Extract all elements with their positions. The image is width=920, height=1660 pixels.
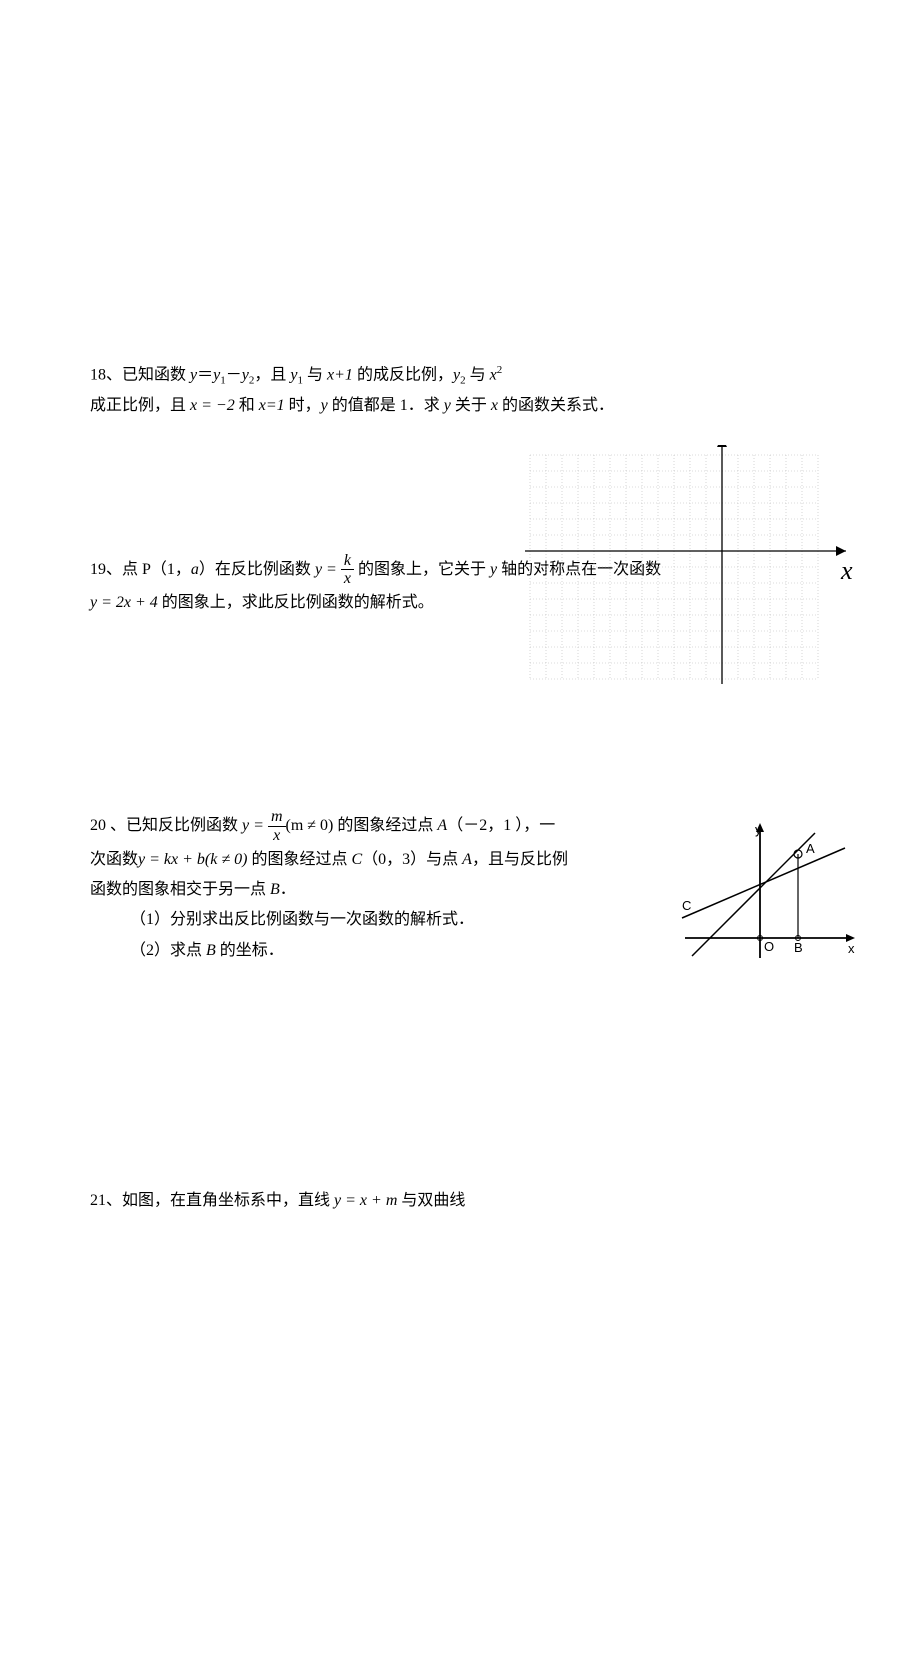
- linear-eq: y = 2x + 4: [90, 594, 158, 611]
- minus: －: [226, 366, 242, 383]
- eq: ＝: [197, 366, 213, 383]
- text: 的图象上，求此反比例函数的解析式。: [158, 594, 434, 611]
- var-y: y: [321, 397, 328, 414]
- var-y2b: y: [453, 366, 460, 383]
- text: 与: [303, 366, 327, 383]
- sub-question-2: （2）求点 B 的坐标．: [90, 936, 630, 966]
- frac-den: x: [268, 827, 286, 845]
- svg-text:B: B: [794, 940, 803, 955]
- p20-svg: y x O A B C: [680, 818, 860, 963]
- text: ，且与反比例: [472, 851, 568, 868]
- text: 的图象上，它关于: [354, 561, 490, 578]
- coord-C: （0，3）与点: [362, 851, 462, 868]
- pt-B: B: [270, 881, 280, 898]
- text: 已知函数: [122, 366, 190, 383]
- var-a: a: [191, 561, 199, 578]
- pt-A2: A: [462, 851, 472, 868]
- pt-C: C: [351, 851, 362, 868]
- text: 的函数关系式．: [498, 397, 614, 414]
- coordinate-grid-figure: x: [520, 445, 860, 720]
- pt-A: A: [437, 817, 447, 834]
- y-eq: y =: [315, 561, 341, 578]
- text: 的值都是 1．求: [328, 397, 444, 414]
- pt-B2: B: [206, 942, 216, 959]
- var-y: y: [490, 561, 497, 578]
- text: 的成反比例，: [353, 366, 453, 383]
- problem-18: 18、已知函数 y＝y1－y2，且 y1 与 x+1 的成反比例，y2 与 x2…: [90, 360, 830, 422]
- text: 的图象经过点: [333, 817, 437, 834]
- x-neg2: x = −2: [190, 397, 235, 414]
- frac-den: x: [341, 570, 354, 588]
- var-y1b: y: [290, 366, 297, 383]
- line-eq: y = x + m: [334, 1192, 397, 1209]
- text: 已知反比例函数: [126, 817, 242, 834]
- linear-eq: y = kx + b(k ≠ 0): [138, 851, 247, 868]
- problem-number: 19、: [90, 561, 122, 578]
- text: 的图象经过点: [247, 851, 351, 868]
- text: 一: [539, 817, 555, 834]
- text: 点 P（1，: [122, 561, 191, 578]
- fraction-k-over-x: kx: [341, 552, 354, 588]
- problem-number: 20 、: [90, 817, 126, 834]
- text: ）在反比例函数: [199, 561, 315, 578]
- problem-number: 18、: [90, 366, 122, 383]
- problem-20: 20 、已知反比例函数 y = mx(m ≠ 0) 的图象经过点 A（－2，1 …: [90, 808, 830, 966]
- problem-number: 21、: [90, 1192, 122, 1209]
- problem-20-figure: y x O A B C: [680, 818, 860, 974]
- text: ，且: [254, 366, 290, 383]
- var-x: x: [491, 397, 498, 414]
- y-eq: y =: [242, 817, 268, 834]
- text: 函数的图象相交于另一点: [90, 881, 270, 898]
- text: 与: [466, 366, 490, 383]
- svg-text:A: A: [806, 841, 815, 856]
- svg-text:x: x: [840, 556, 853, 585]
- sub-question-1: （1）分别求出反比例函数与一次函数的解析式．: [90, 905, 630, 935]
- xsq-x: x: [490, 366, 497, 383]
- grid-svg: x: [520, 445, 860, 715]
- text: 与双曲线: [397, 1192, 465, 1209]
- cond: (m ≠ 0): [286, 817, 334, 834]
- coord-A: （－2，1 ），: [447, 817, 539, 834]
- svg-text:y: y: [755, 822, 762, 837]
- text: 关于: [451, 397, 491, 414]
- frac-num: m: [268, 808, 286, 827]
- text: ．: [280, 881, 296, 898]
- svg-text:x: x: [848, 941, 855, 956]
- text: 次函数: [90, 851, 138, 868]
- frac-num: k: [341, 552, 354, 571]
- problem-21: 21、如图，在直角坐标系中，直线 y = x + m 与双曲线: [90, 1186, 830, 1216]
- text: 时，: [285, 397, 321, 414]
- xsq-sup: 2: [497, 364, 503, 376]
- svg-text:C: C: [682, 898, 691, 913]
- x-1: x=1: [259, 397, 285, 414]
- fraction-m-over-x: mx: [268, 808, 286, 844]
- text: 和: [235, 397, 259, 414]
- xplus1: x+1: [327, 366, 353, 383]
- var-y: y: [444, 397, 451, 414]
- var-y2: y: [242, 366, 249, 383]
- text: 如图，在直角坐标系中，直线: [122, 1192, 334, 1209]
- svg-text:O: O: [764, 939, 774, 954]
- text: 成正比例，且: [90, 397, 190, 414]
